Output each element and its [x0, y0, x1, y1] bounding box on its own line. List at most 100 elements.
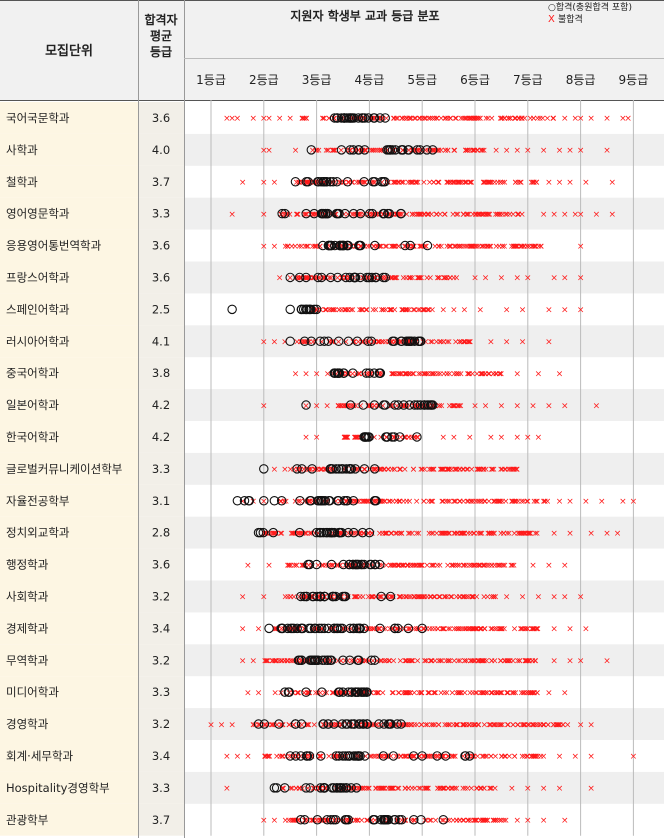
fail-mark: × — [353, 178, 361, 188]
fail-mark: × — [281, 337, 289, 347]
fail-mark: × — [534, 114, 542, 124]
row-label-cell — [0, 133, 138, 166]
fail-mark: × — [261, 752, 269, 762]
fail-mark: × — [507, 561, 515, 571]
fail-mark: × — [355, 146, 363, 156]
fail-mark: × — [294, 688, 302, 698]
row-department-name: 스페인어학과 — [6, 302, 70, 316]
fail-mark: × — [443, 178, 451, 188]
fail-mark: × — [566, 178, 574, 188]
fail-mark: × — [412, 114, 420, 124]
fail-mark: × — [321, 178, 329, 188]
row-label-cell — [0, 676, 138, 709]
row-avg-cell — [139, 261, 184, 294]
row-avg-cell — [139, 484, 184, 517]
fail-mark: × — [401, 242, 409, 252]
fail-mark: × — [509, 210, 517, 220]
fail-mark: × — [484, 114, 492, 124]
fail-mark: × — [471, 720, 479, 730]
fail-mark: × — [530, 178, 538, 188]
fail-mark: × — [407, 274, 415, 284]
grid-lines — [210, 100, 634, 836]
fail-mark: × — [390, 178, 398, 188]
fail-mark: × — [425, 210, 433, 220]
fail-mark: × — [484, 242, 492, 252]
fail-mark: × — [527, 688, 535, 698]
fail-mark: × — [614, 529, 622, 539]
fail-mark: × — [577, 146, 585, 156]
fail-mark: × — [470, 146, 478, 156]
fail-mark: × — [359, 337, 367, 347]
fail-mark: × — [314, 178, 322, 188]
fail-mark: × — [398, 529, 406, 539]
fail-mark: × — [461, 114, 469, 124]
fail-mark: × — [512, 178, 520, 188]
fail-mark: × — [524, 242, 532, 252]
fail-mark: × — [260, 146, 268, 156]
fail-mark: × — [566, 529, 574, 539]
fail-mark: × — [412, 178, 420, 188]
fail-mark: × — [603, 146, 611, 156]
fail-mark: × — [473, 210, 481, 220]
fail-mark: × — [460, 210, 468, 220]
fail-mark: × — [441, 593, 449, 603]
fail-mark: × — [433, 210, 441, 220]
row-avg-cell — [139, 229, 184, 262]
fail-mark: × — [483, 178, 491, 188]
fail-mark: × — [298, 242, 306, 252]
row-avg-cell — [139, 133, 184, 166]
fail-mark: × — [309, 242, 317, 252]
row-label-cell — [0, 357, 138, 390]
fail-mark: × — [532, 656, 540, 666]
fail-mark: × — [384, 274, 392, 284]
fail-mark: × — [348, 114, 356, 124]
fail-mark: × — [349, 306, 357, 316]
fail-mark: × — [303, 274, 311, 284]
fail-mark: × — [424, 369, 432, 379]
fail-mark: × — [472, 210, 480, 220]
fail-mark: × — [488, 784, 496, 794]
fail-mark: × — [475, 210, 483, 220]
fail-mark: × — [463, 178, 471, 188]
fail-mark: × — [556, 784, 564, 794]
fail-mark: × — [370, 242, 378, 252]
fail-mark: × — [388, 242, 396, 252]
fail-mark: × — [513, 433, 521, 443]
row-department-name: 사회학과 — [6, 589, 49, 603]
fail-mark: × — [424, 210, 432, 220]
fail-mark: × — [371, 114, 379, 124]
pass-mark — [357, 113, 367, 123]
fail-mark: × — [486, 242, 494, 252]
fail-mark: × — [468, 114, 476, 124]
fail-mark: × — [387, 784, 395, 794]
fail-mark: × — [320, 114, 328, 124]
fail-mark: × — [550, 529, 558, 539]
fail-mark: × — [503, 146, 511, 156]
fail-mark: × — [535, 369, 543, 379]
fail-mark: × — [473, 784, 481, 794]
fail-mark: × — [477, 210, 485, 220]
fail-mark: × — [379, 274, 387, 284]
fail-mark: × — [464, 146, 472, 156]
fail-mark: × — [474, 114, 482, 124]
fail-mark: × — [452, 720, 460, 730]
fail-mark: × — [482, 274, 490, 284]
fail-mark: × — [276, 114, 284, 124]
fail-mark: × — [409, 210, 417, 220]
fail-mark: × — [473, 146, 481, 156]
fail-mark: × — [441, 688, 449, 698]
fail-mark: × — [512, 242, 520, 252]
row-department-name: 회계·세무학과 — [6, 749, 74, 763]
fail-mark: × — [375, 114, 383, 124]
fail-mark: × — [545, 337, 553, 347]
fail-mark: × — [536, 114, 544, 124]
fail-mark: × — [572, 210, 580, 220]
fail-mark: × — [530, 178, 538, 188]
fail-mark: × — [529, 720, 537, 730]
fail-mark: × — [448, 688, 456, 698]
legend-fail-label: 불합격 — [558, 13, 583, 25]
fail-mark: × — [498, 114, 506, 124]
fail-mark: × — [452, 178, 460, 188]
fail-mark: × — [532, 497, 540, 507]
fail-mark: × — [556, 497, 564, 507]
